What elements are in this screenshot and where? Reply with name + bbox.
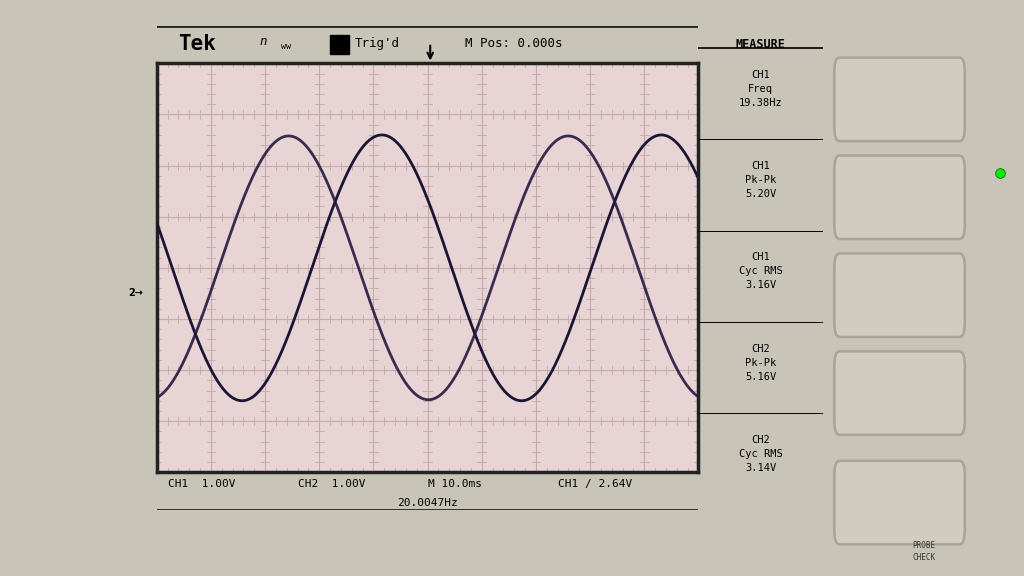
Text: MEASURE: MEASURE xyxy=(736,38,785,51)
FancyBboxPatch shape xyxy=(835,351,965,435)
Text: CH1
Cyc RMS
3.16V: CH1 Cyc RMS 3.16V xyxy=(739,252,782,290)
Text: M Pos: 0.000s: M Pos: 0.000s xyxy=(466,37,563,50)
FancyBboxPatch shape xyxy=(835,253,965,337)
Text: 2→: 2→ xyxy=(128,289,143,298)
Text: 20.0047Hz: 20.0047Hz xyxy=(397,498,458,508)
Text: CH2
Pk-Pk
5.16V: CH2 Pk-Pk 5.16V xyxy=(745,344,776,382)
FancyBboxPatch shape xyxy=(835,58,965,141)
Text: n: n xyxy=(260,35,267,48)
Text: Trig'd: Trig'd xyxy=(354,37,399,50)
Text: CH1
Freq
19.38Hz: CH1 Freq 19.38Hz xyxy=(739,70,782,108)
Text: CH2
Cyc RMS
3.14V: CH2 Cyc RMS 3.14V xyxy=(739,435,782,473)
FancyBboxPatch shape xyxy=(835,461,965,544)
Text: M 10.0ms: M 10.0ms xyxy=(428,479,481,489)
FancyBboxPatch shape xyxy=(330,35,349,54)
Text: CH1  1.00V: CH1 1.00V xyxy=(168,479,234,489)
Text: CH2  1.00V: CH2 1.00V xyxy=(298,479,365,489)
FancyBboxPatch shape xyxy=(835,156,965,239)
Text: PROBE
CHECK: PROBE CHECK xyxy=(912,541,935,562)
Text: CH1
Pk-Pk
5.20V: CH1 Pk-Pk 5.20V xyxy=(745,161,776,199)
Text: Tek: Tek xyxy=(178,34,216,54)
Text: CH1 / 2.64V: CH1 / 2.64V xyxy=(557,479,632,489)
Text: ww: ww xyxy=(282,42,291,51)
